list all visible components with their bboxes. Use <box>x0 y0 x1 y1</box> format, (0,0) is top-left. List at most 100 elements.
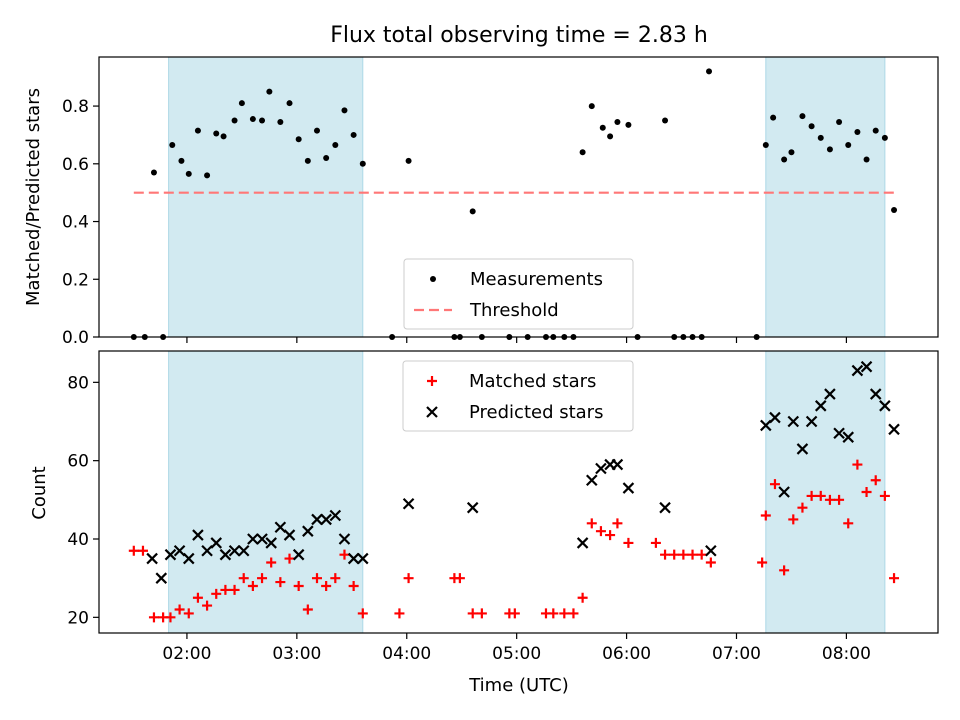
matched-star-point <box>568 608 579 619</box>
measurement-point <box>405 157 412 164</box>
predicted-star-point <box>265 537 277 549</box>
matched-star-point <box>797 502 808 513</box>
x-tick-label: 08:00 <box>822 644 871 664</box>
legend-label: Matched stars <box>469 371 596 392</box>
predicted-star-point <box>769 411 781 424</box>
matched-star-point <box>257 573 268 584</box>
predicted-star-point <box>879 400 891 412</box>
measurement-point <box>231 117 238 124</box>
measurement-point <box>259 117 266 124</box>
legend-marker-x <box>426 406 438 418</box>
matched-star-point <box>202 600 213 611</box>
predicted-star-point <box>888 423 900 436</box>
matched-star-point <box>834 494 845 505</box>
measurement-point <box>286 100 293 107</box>
shaded-interval-2 <box>765 56 886 338</box>
matched-star-point <box>266 557 277 568</box>
shaded-interval-1 <box>168 56 364 338</box>
matched-star-point <box>220 584 231 595</box>
measurement-point <box>178 157 185 164</box>
predicted-star-point <box>778 486 790 498</box>
y-tick-label: 0.4 <box>62 213 89 233</box>
matched-star-point <box>509 608 520 619</box>
measurement-point <box>359 160 366 167</box>
top-legend: Measurements Threshold <box>403 258 634 330</box>
predicted-star-point <box>851 364 864 377</box>
measurement-point <box>341 107 348 114</box>
bottom-series <box>128 360 900 623</box>
y-tick-label: 80 <box>67 373 89 393</box>
predicted-star-point <box>182 552 195 565</box>
matched-star-point <box>302 604 313 615</box>
measurement-point <box>304 157 311 164</box>
matched-star-point <box>623 537 634 548</box>
y-tick-label: 0.0 <box>62 328 89 348</box>
matched-star-point <box>238 573 249 584</box>
measurement-point <box>249 116 256 123</box>
legend-label: Predicted stars <box>469 402 603 423</box>
measurement-point <box>662 117 669 124</box>
measurement-point <box>185 170 192 177</box>
predicted-star-point <box>329 509 342 522</box>
matched-star-point <box>669 549 680 560</box>
measurement-point <box>323 155 330 162</box>
predicted-star-point <box>173 544 186 557</box>
measurement-point <box>607 133 614 140</box>
predicted-star-point <box>292 548 305 561</box>
predicted-star-point <box>237 544 250 557</box>
predicted-star-point <box>192 529 204 541</box>
matched-star-point <box>321 581 332 591</box>
matched-star-point <box>229 584 240 595</box>
matched-star-point <box>870 475 881 486</box>
predicted-star-point <box>201 544 213 557</box>
matched-star-point <box>394 608 405 619</box>
matched-star-point <box>339 549 350 560</box>
measurement-point <box>332 142 339 149</box>
matched-star-point <box>174 604 185 615</box>
top-panel: 0.00.20.40.60.8 Matched/Predicted stars … <box>23 56 939 348</box>
x-tick-label: 04:00 <box>382 644 431 664</box>
matched-star-point <box>779 565 790 576</box>
matched-star-point <box>696 549 707 560</box>
x-tick-label: 07:00 <box>712 644 761 664</box>
predicted-star-point <box>228 544 241 557</box>
legend-box <box>402 360 634 432</box>
predicted-star-point <box>595 462 607 475</box>
bottom-x-axis: 02:00 03:00 04:00 05:00 06:00 07:00 08:00 <box>162 633 871 664</box>
top-axes-frame <box>98 56 939 338</box>
matched-star-point <box>330 573 341 584</box>
predicted-star-point <box>805 415 818 428</box>
matched-star-point <box>293 581 304 591</box>
top-series <box>130 68 898 340</box>
measurement-point <box>881 134 888 141</box>
predicted-star-point <box>860 360 873 373</box>
measurement-point <box>836 118 843 125</box>
matched-star-point <box>311 573 322 584</box>
predicted-star-point <box>155 572 168 584</box>
measurement-point <box>788 149 795 156</box>
predicted-star-point <box>347 552 360 565</box>
measurement-point <box>854 129 861 136</box>
chart-title: Flux total observing time = 2.83 h <box>330 23 708 48</box>
top-y-axis-label: Matched/Predicted stars <box>23 88 44 306</box>
x-tick-label: 05:00 <box>492 644 541 664</box>
measurement-point <box>469 208 476 215</box>
top-x-axis <box>186 337 848 343</box>
measurement-point <box>706 68 713 75</box>
measurement-point <box>770 114 777 121</box>
predicted-star-point <box>256 533 268 545</box>
matched-star-point <box>348 581 359 591</box>
y-tick-label: 40 <box>67 530 89 550</box>
measurement-point <box>295 136 302 143</box>
matched-star-point <box>128 545 139 556</box>
matched-star-point <box>760 510 771 521</box>
matched-star-point <box>757 557 768 568</box>
matched-star-point <box>889 573 900 584</box>
matched-star-point <box>192 592 203 603</box>
matched-star-point <box>687 549 698 560</box>
predicted-star-point <box>311 513 323 526</box>
measurement-point <box>872 127 879 134</box>
predicted-star-point <box>164 548 177 561</box>
matched-star-point <box>148 612 159 623</box>
predicted-star-point <box>466 501 479 514</box>
